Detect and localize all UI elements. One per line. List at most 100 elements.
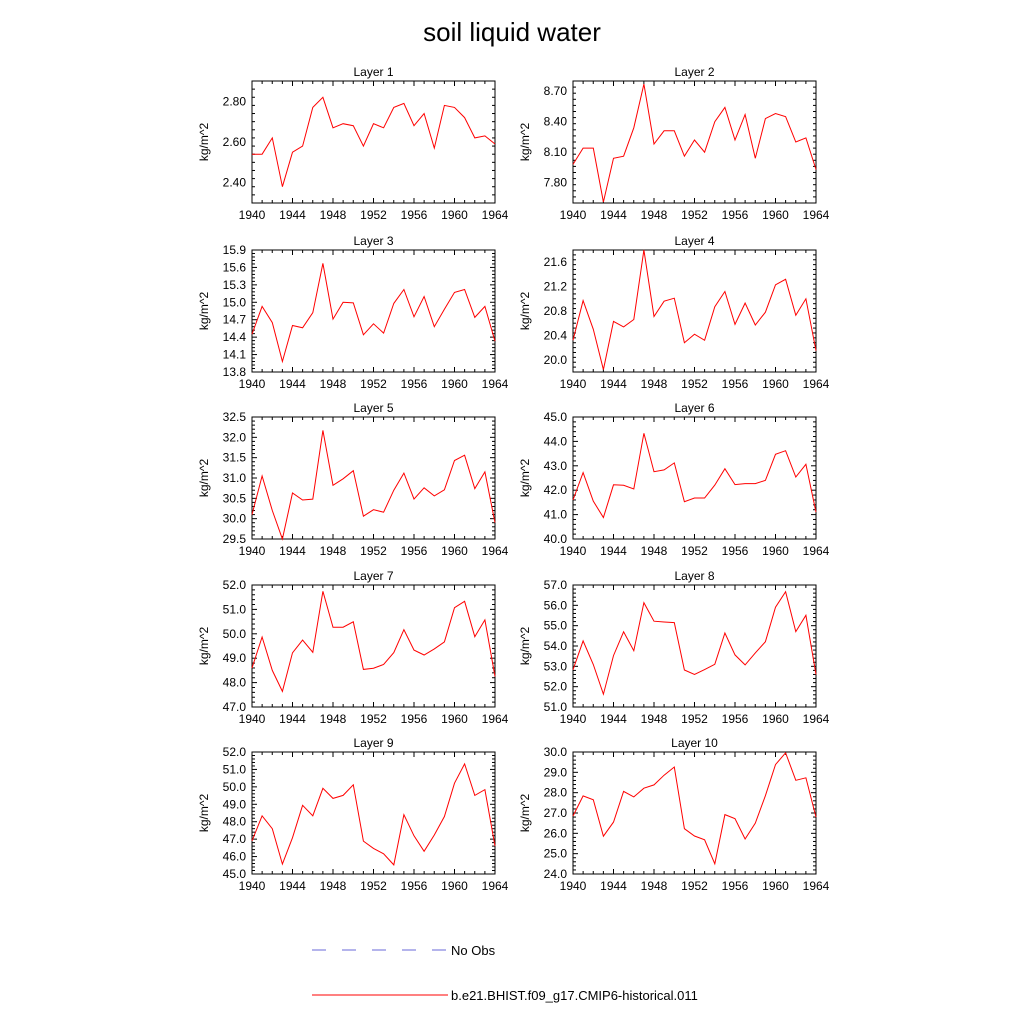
- panel-title: Layer 2: [674, 65, 714, 79]
- panel-layer-2: Layer 2 kg/m^2 1940 1944 1948 1952 1956 1960 196…: [518, 65, 830, 222]
- x-tick-label: 1956: [401, 208, 428, 222]
- y-tick-label: 2.60: [223, 135, 247, 149]
- y-tick-label: 21.2: [544, 280, 568, 294]
- y-tick-label: 20.0: [544, 353, 568, 367]
- y-tick-label: 48.0: [223, 676, 247, 690]
- x-tick-label: 1964: [803, 879, 830, 893]
- y-axis-label: kg/m^2: [518, 794, 532, 833]
- x-tick-label: 1944: [600, 208, 627, 222]
- panel-title: Layer 3: [353, 234, 393, 248]
- series-line: [572, 751, 817, 866]
- x-tick-label: 1940: [239, 544, 266, 558]
- x-tick-label: 1940: [560, 879, 587, 893]
- x-tick-label: 1956: [722, 377, 749, 391]
- y-tick-label: 41.0: [544, 508, 568, 522]
- plot-frame: [251, 584, 496, 708]
- series-line: [572, 433, 817, 519]
- x-tick-label: 1956: [722, 208, 749, 222]
- y-tick-label: 15.9: [223, 243, 247, 257]
- y-tick-label: 32.5: [223, 410, 247, 424]
- x-tick-label: 1964: [803, 377, 830, 391]
- y-tick-label: 45.0: [544, 410, 568, 424]
- y-tick-label: 51.0: [223, 602, 247, 616]
- plot-frame: [251, 751, 496, 875]
- x-tick-label: 1960: [441, 544, 468, 558]
- x-tick-label: 1964: [482, 208, 509, 222]
- x-tick-label: 1940: [239, 712, 266, 726]
- x-tick-label: 1944: [279, 377, 306, 391]
- y-axis-label: kg/m^2: [197, 292, 211, 331]
- plot-frame: [251, 416, 496, 540]
- x-tick-label: 1948: [641, 544, 668, 558]
- y-tick-label: 8.70: [544, 84, 568, 98]
- x-tick-label: 1956: [722, 712, 749, 726]
- panel-title: Layer 4: [674, 234, 714, 248]
- panel-layer-4: Layer 4 kg/m^2 1940 1944 1948 1952 1956 1960 196…: [518, 234, 830, 391]
- panel-title: Layer 6: [674, 401, 714, 415]
- series-line: [572, 249, 817, 370]
- x-tick-label: 1940: [239, 879, 266, 893]
- y-tick-label: 28.0: [544, 786, 568, 800]
- main-title: soil liquid water: [423, 17, 601, 47]
- y-axis-label: kg/m^2: [518, 292, 532, 331]
- panel-layer-1: Layer 1 kg/m^2 1940 1944 1948 1952 1956 1960 196…: [197, 65, 509, 222]
- x-tick-label: 1948: [320, 712, 347, 726]
- y-tick-label: 2.80: [223, 94, 247, 108]
- y-axis-label: kg/m^2: [518, 627, 532, 666]
- y-axis-label: kg/m^2: [197, 459, 211, 498]
- panels-grid: Layer 1 kg/m^2 1940 1944 1948 1952 1956 1960 196…: [197, 65, 830, 893]
- y-tick-label: 46.0: [223, 850, 247, 864]
- y-tick-label: 29.5: [223, 532, 247, 546]
- x-tick-label: 1960: [441, 712, 468, 726]
- x-tick-label: 1944: [279, 712, 306, 726]
- y-tick-label: 25.0: [544, 847, 568, 861]
- y-tick-label: 13.8: [223, 365, 247, 379]
- y-tick-label: 14.1: [223, 348, 247, 362]
- y-tick-label: 14.4: [223, 330, 247, 344]
- y-tick-label: 50.0: [223, 780, 247, 794]
- y-axis-label: kg/m^2: [197, 123, 211, 162]
- x-tick-label: 1960: [441, 208, 468, 222]
- legend: No Obs b.e21.BHIST.f09_g17.CMIP6-historic…: [312, 943, 698, 1003]
- series-line: [572, 590, 817, 696]
- y-tick-label: 8.10: [544, 145, 568, 159]
- plot-frame: [572, 584, 817, 708]
- x-tick-label: 1940: [560, 544, 587, 558]
- series-line: [251, 762, 496, 866]
- y-tick-label: 52.0: [223, 578, 247, 592]
- panel-title: Layer 10: [671, 736, 718, 750]
- x-tick-label: 1960: [441, 377, 468, 391]
- y-axis-label: kg/m^2: [518, 459, 532, 498]
- x-tick-label: 1964: [482, 712, 509, 726]
- x-tick-label: 1944: [600, 879, 627, 893]
- y-tick-label: 15.6: [223, 260, 247, 274]
- y-tick-label: 30.0: [223, 512, 247, 526]
- y-axis-label: kg/m^2: [518, 123, 532, 162]
- panel-layer-10: Layer 10 kg/m^2 1940 1944 1948 1952 1956 1960 19…: [518, 736, 830, 893]
- y-axis-label: kg/m^2: [197, 794, 211, 833]
- y-tick-label: 20.4: [544, 328, 568, 342]
- x-tick-label: 1948: [320, 208, 347, 222]
- x-tick-label: 1952: [681, 879, 708, 893]
- x-tick-label: 1944: [600, 544, 627, 558]
- x-tick-label: 1940: [239, 377, 266, 391]
- panel-layer-8: Layer 8 kg/m^2 1940 1944 1948 1952 1956 1960 196…: [518, 569, 830, 726]
- panel-title: Layer 1: [353, 65, 393, 79]
- y-tick-label: 51.0: [544, 700, 568, 714]
- x-tick-label: 1956: [722, 544, 749, 558]
- x-tick-label: 1964: [482, 377, 509, 391]
- x-tick-label: 1952: [681, 377, 708, 391]
- plot-frame: [572, 80, 817, 204]
- y-axis-label: kg/m^2: [197, 627, 211, 666]
- x-tick-label: 1956: [401, 712, 428, 726]
- panel-title: Layer 9: [353, 736, 393, 750]
- y-tick-label: 50.0: [223, 627, 247, 641]
- legend-label-1: No Obs: [451, 943, 496, 958]
- legend-label-2: b.e21.BHIST.f09_g17.CMIP6-historical.011: [451, 988, 698, 1003]
- y-tick-label: 52.0: [223, 745, 247, 759]
- y-tick-label: 31.0: [223, 471, 247, 485]
- y-tick-label: 47.0: [223, 832, 247, 846]
- x-tick-label: 1948: [641, 879, 668, 893]
- y-tick-label: 8.40: [544, 115, 568, 129]
- series-line: [251, 591, 496, 693]
